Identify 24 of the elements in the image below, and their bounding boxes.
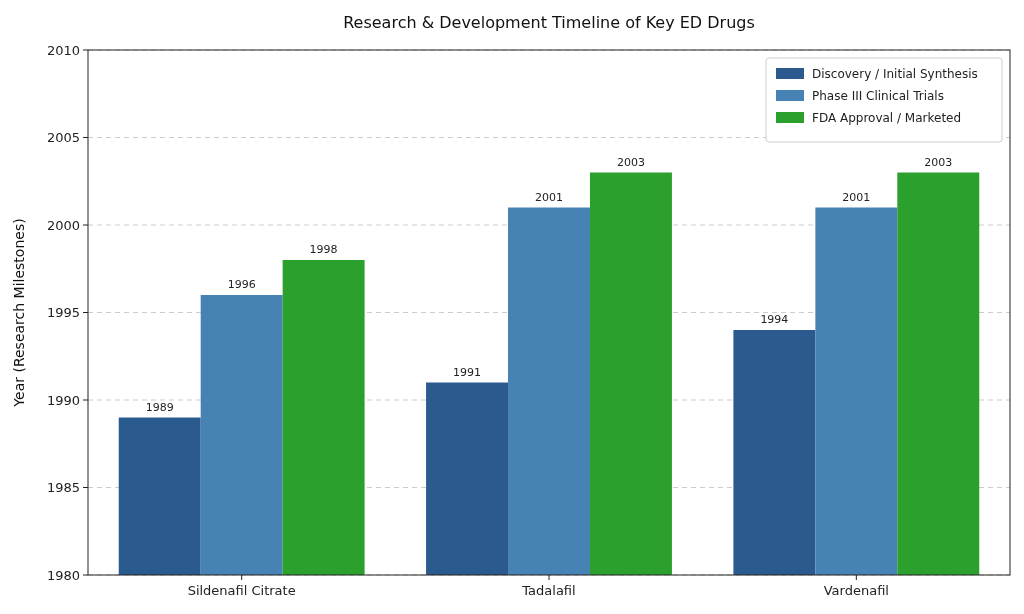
legend-label: Phase III Clinical Trials: [812, 89, 944, 104]
x-tick-label: Sildenafil Citrate: [187, 583, 296, 598]
chart-title: Research & Development Timeline of Key ED Drugs: [343, 13, 755, 32]
y-tick-label: 1985: [46, 480, 80, 496]
data-label: 1994: [760, 313, 789, 326]
data-label: 2003: [616, 155, 645, 169]
x-tick-label: Vardenafil: [823, 583, 889, 598]
x-tick-label: Tadalafil: [521, 583, 576, 598]
data-label: 1991: [453, 365, 482, 379]
legend-label: FDA Approval / Marketed: [812, 111, 962, 126]
data-label: 2001: [535, 190, 563, 204]
data-label: 1998: [309, 243, 338, 256]
y-tick-label: 1990: [46, 392, 80, 408]
y-tick-label: 2010: [46, 42, 80, 58]
data-label: 1996: [227, 278, 256, 291]
legend-label: Discovery / Initial Synthesis: [812, 67, 978, 82]
data-label: 2001: [842, 190, 871, 204]
data-label: 2003: [924, 155, 953, 169]
data-label: 1989: [145, 400, 174, 414]
y-tick-label: 1995: [46, 305, 80, 321]
y-tick-label: 2000: [46, 217, 80, 233]
y-tick-label: 2005: [46, 130, 80, 146]
y-axis-title: Year (Research Milestones): [11, 218, 27, 408]
y-tick-label: 1980: [46, 567, 80, 583]
